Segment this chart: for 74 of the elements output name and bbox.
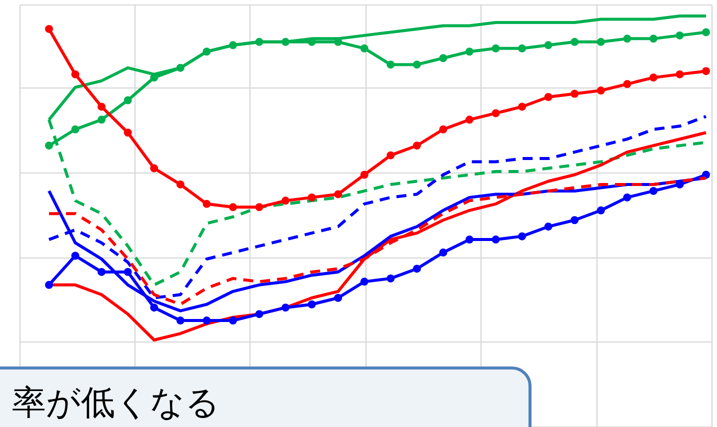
point [228,316,237,325]
point [412,142,421,150]
point [308,300,316,308]
point [386,274,395,282]
point [596,86,605,95]
text: 率が低くなる [12,383,220,423]
point [282,38,290,46]
point [596,206,605,214]
point [439,248,448,257]
point [308,193,316,202]
point [124,128,132,137]
point [465,116,474,124]
point [282,304,290,312]
point [544,222,552,231]
point [412,60,421,69]
point [518,232,526,240]
point [334,294,342,302]
point [492,236,500,244]
point [71,252,80,260]
point [544,93,552,101]
point [202,48,211,56]
point [360,170,368,179]
point [570,38,579,46]
point [676,70,684,78]
point [150,304,158,312]
point [71,70,80,78]
point [570,90,579,98]
point [676,31,684,40]
point [465,236,474,244]
point [124,268,132,276]
point [150,164,158,172]
point [228,41,237,50]
point [386,60,395,69]
point [518,102,526,111]
point [45,24,53,33]
point [649,74,658,82]
point [255,310,264,318]
point [439,54,448,62]
point [492,109,500,118]
point [334,190,342,198]
point [544,41,552,50]
point [98,116,106,124]
point [623,193,632,202]
point [702,28,710,36]
point [202,200,211,208]
point [570,216,579,224]
point [623,80,632,88]
point [518,44,526,52]
point [282,196,290,205]
point [202,316,211,325]
point [98,102,106,111]
point [649,34,658,43]
point [360,278,368,286]
point [465,48,474,56]
point [45,280,53,289]
point [386,151,395,160]
point [360,44,368,52]
point [98,268,106,276]
point [71,125,80,134]
point [649,186,658,195]
point [255,38,264,46]
point [439,125,448,134]
point [176,64,184,72]
point [228,203,237,212]
point [623,34,632,43]
point [492,44,500,52]
point [596,38,605,46]
point [412,264,421,273]
point [255,203,264,212]
point [702,67,710,76]
point [45,142,53,150]
point [176,316,184,325]
point [176,180,184,188]
point [124,96,132,104]
